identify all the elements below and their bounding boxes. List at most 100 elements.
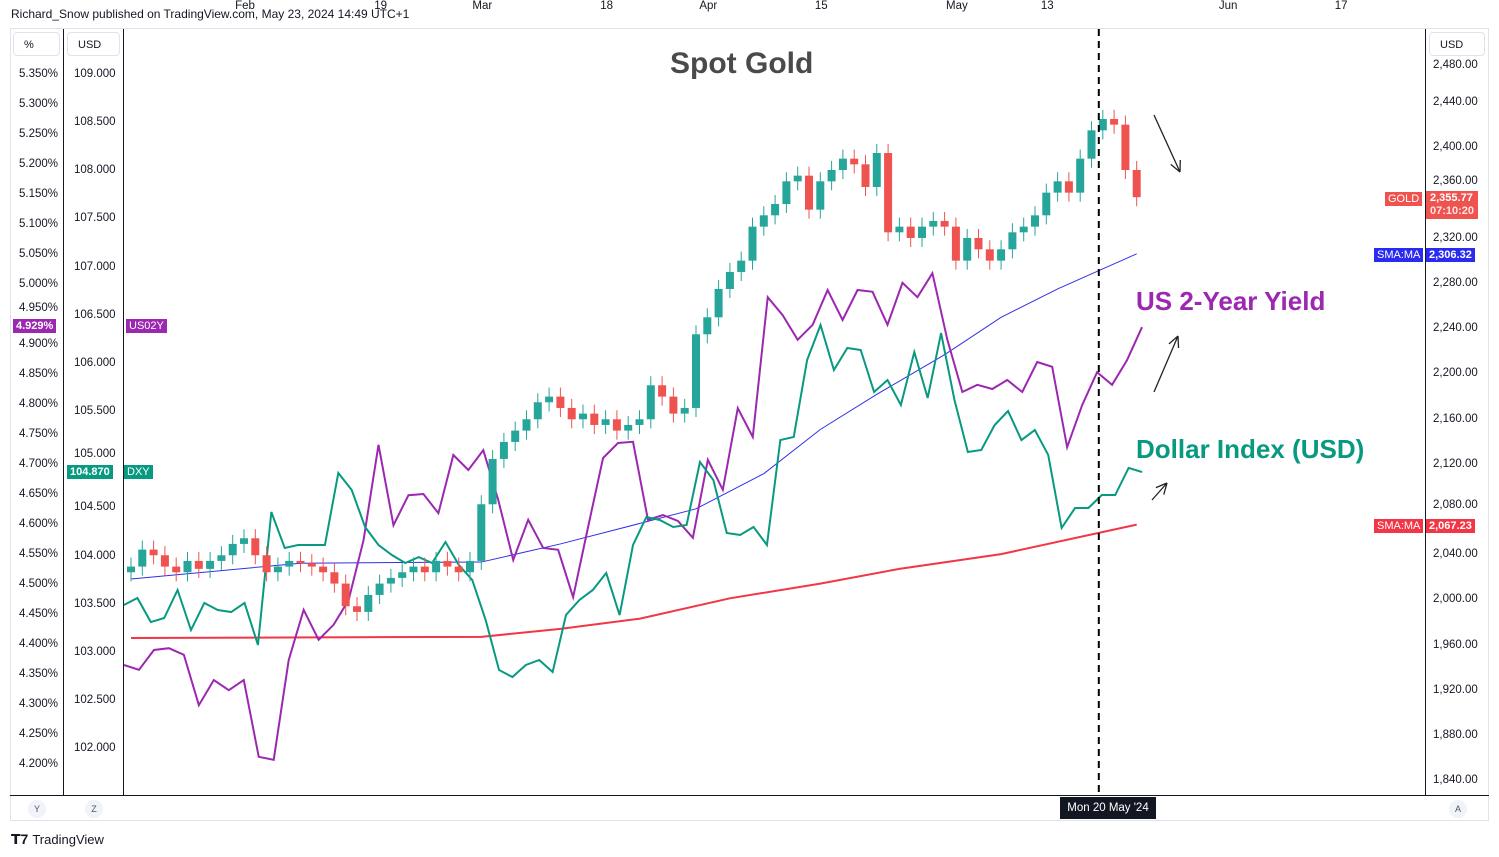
candle-body xyxy=(319,566,328,573)
time-axis-tick: 13 xyxy=(1040,0,1054,12)
tradingview-logo[interactable]: 𝗧7 TradingView xyxy=(11,831,104,848)
candle-body xyxy=(127,566,135,573)
usd-axis-tick: 107.000 xyxy=(74,260,116,273)
candle-body xyxy=(432,560,441,573)
pct-axis-tick: 4.500% xyxy=(19,578,59,590)
candle-body xyxy=(759,215,768,227)
gold-axis-tick: 1,880.00 xyxy=(1433,729,1478,741)
pct-axis-tick: 4.200% xyxy=(19,758,59,770)
up-arrow-icon-head xyxy=(1155,482,1168,489)
pct-unit-button[interactable]: % xyxy=(13,32,60,56)
candle-body xyxy=(782,181,791,204)
candle-body xyxy=(997,249,1006,261)
candle-body xyxy=(737,260,746,272)
down-arrow-icon xyxy=(1153,114,1181,173)
candle-body xyxy=(217,555,226,561)
time-axis-tick: 17 xyxy=(1334,0,1348,12)
pct-axis-tick: 5.300% xyxy=(19,98,59,110)
log-scale-button[interactable]: Y xyxy=(28,800,46,818)
candle-body xyxy=(918,226,926,238)
candle-body xyxy=(725,271,734,289)
candle-body xyxy=(206,560,215,569)
gold-label: GOLD xyxy=(1385,192,1423,206)
up-arrow-icon xyxy=(1153,335,1179,393)
pct-axis-tick: 5.100% xyxy=(19,218,59,230)
usd-axis-tick: 104.500 xyxy=(74,501,116,514)
tradingview-logo-text: TradingView xyxy=(32,832,104,847)
gold-axis-tick: 2,240.00 xyxy=(1433,322,1478,335)
pct-axis-tick: 4.650% xyxy=(19,488,59,500)
sma200-line xyxy=(130,523,1137,639)
usd-axis-tick: 108.000 xyxy=(74,164,116,177)
candle-body xyxy=(714,288,723,318)
candle-body xyxy=(963,237,972,261)
dxy-label: DXY xyxy=(124,465,153,479)
candle-body xyxy=(1064,181,1073,193)
gold-axis-tick: 2,080.00 xyxy=(1433,499,1478,511)
time-axis-line xyxy=(10,795,1489,796)
right-unit-button[interactable]: USD xyxy=(1429,32,1485,56)
sma50-price-badge: 2,306.32 xyxy=(1426,248,1475,262)
pct-axis-tick: 5.150% xyxy=(19,188,59,200)
usd-axis-tick: 104.000 xyxy=(74,549,116,562)
candle-body xyxy=(138,549,147,567)
zoom-button[interactable]: Z xyxy=(85,800,103,818)
auto-scale-button[interactable]: A xyxy=(1449,800,1467,818)
dxy-annotation: Dollar Index (USD) xyxy=(1136,434,1365,464)
candle-body xyxy=(1008,232,1017,250)
dxy-price-badge: 104.870 xyxy=(67,465,113,479)
candle-body xyxy=(160,555,169,567)
candle-body xyxy=(1031,215,1039,227)
candle-body xyxy=(590,413,599,425)
candle-body xyxy=(895,226,904,233)
usd-axis-tick: 107.500 xyxy=(74,212,116,225)
pct-axis-tick: 5.350% xyxy=(19,68,59,80)
candle-body xyxy=(149,549,158,556)
usd-axis-tick: 109.000 xyxy=(74,68,116,80)
candle-body xyxy=(194,560,203,569)
usd-axis-tick: 105.500 xyxy=(74,405,116,418)
candle-body xyxy=(522,419,531,431)
candle-body xyxy=(443,560,452,567)
candle-body xyxy=(386,577,395,584)
pct-axis-tick: 4.750% xyxy=(19,428,59,440)
candle-body xyxy=(262,555,271,573)
usd-axis-tick: 105.000 xyxy=(74,448,116,461)
pct-axis-tick: 4.600% xyxy=(19,518,59,530)
pct-axis-tick: 5.050% xyxy=(19,248,59,260)
candle-body xyxy=(375,583,384,595)
gold-axis-tick: 2,360.00 xyxy=(1433,174,1478,187)
sma50-line xyxy=(130,253,1137,580)
candle-body xyxy=(307,563,316,567)
usd-unit-button[interactable]: USD xyxy=(67,32,120,56)
sma200-price-badge: 2,067.23 xyxy=(1426,519,1475,533)
candle-body xyxy=(533,402,542,420)
up-arrow-icon-head xyxy=(1177,335,1180,349)
chart-frame xyxy=(10,28,1489,821)
pct-axis-tick: 4.550% xyxy=(19,548,59,560)
us02y-label: US02Y xyxy=(126,319,167,333)
candle-body xyxy=(703,317,712,335)
gold-axis-tick: 2,480.00 xyxy=(1433,59,1478,71)
candle-body xyxy=(612,419,621,431)
time-axis-tick: 19 xyxy=(374,0,387,12)
up-arrow-icon-head xyxy=(1163,482,1168,495)
candle-body xyxy=(409,566,418,573)
usd-axis-tick: 102.000 xyxy=(74,742,116,755)
gold-price: 2,355.77 xyxy=(1430,192,1473,204)
candle-body xyxy=(929,220,938,227)
candle-body xyxy=(296,560,305,564)
candle-body xyxy=(827,169,836,182)
time-axis-tick: 18 xyxy=(600,0,613,12)
tradingview-logo-icon: 𝗧7 xyxy=(11,831,29,847)
candle-body xyxy=(646,385,655,420)
candle-body xyxy=(420,566,429,573)
candle-body xyxy=(285,560,294,567)
sma50-label: SMA:MA xyxy=(1374,248,1424,262)
candle-body xyxy=(624,424,633,431)
candle-body xyxy=(692,334,700,408)
sma200-label: SMA:MA xyxy=(1374,519,1424,533)
usd-axis-tick: 103.000 xyxy=(74,645,116,658)
candle-body xyxy=(601,419,610,425)
